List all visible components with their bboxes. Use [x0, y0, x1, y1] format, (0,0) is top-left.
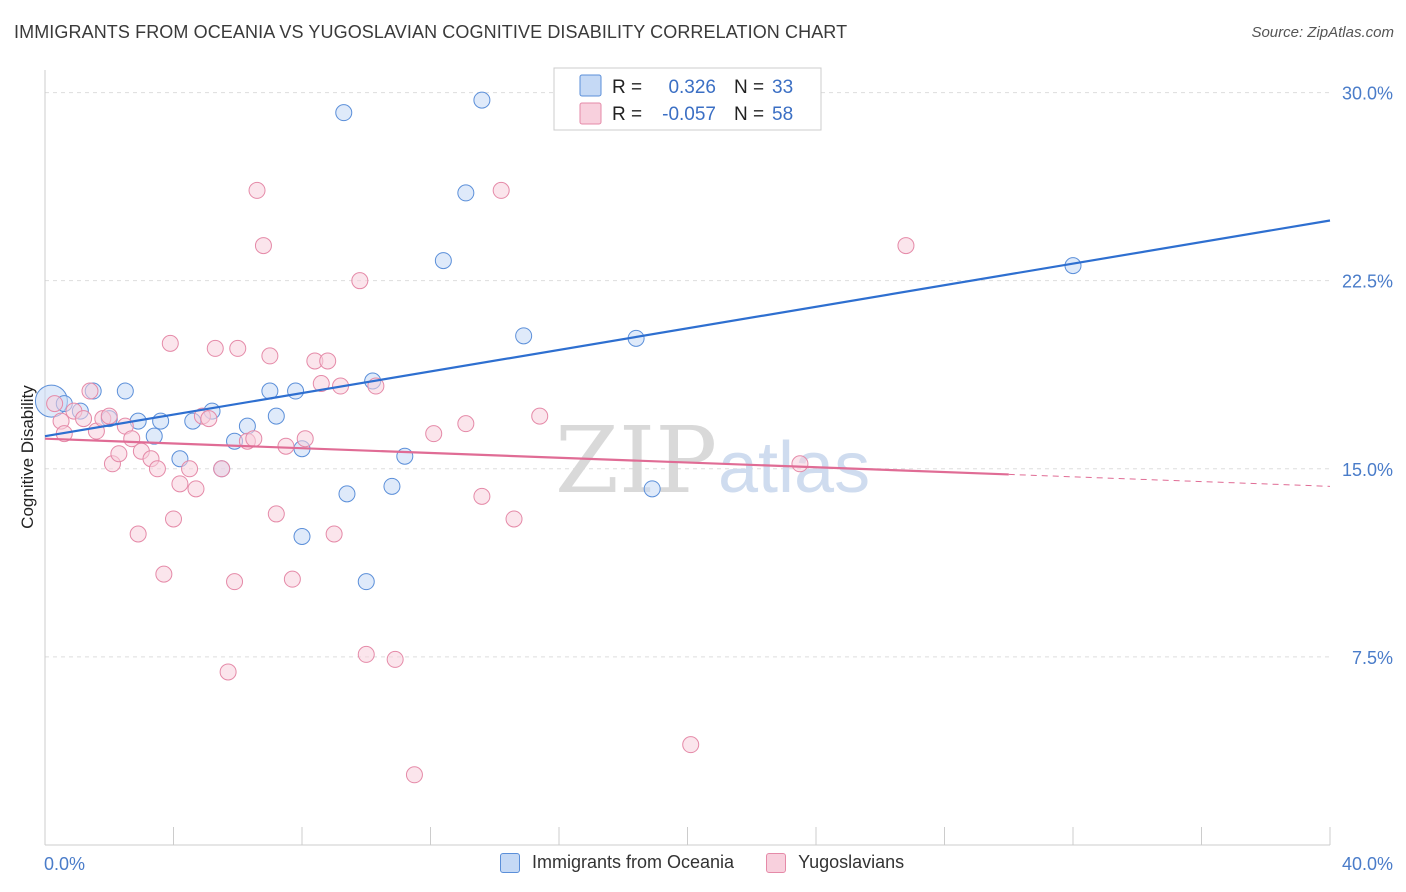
point-yugoslavian: [682, 736, 700, 754]
axes: [44, 70, 1331, 846]
point-oceania: [434, 252, 452, 270]
point-yugoslavian: [261, 347, 279, 365]
point-yugoslavian: [171, 475, 189, 493]
point-oceania: [457, 184, 475, 202]
stats-r-value-2: -0.057: [662, 104, 716, 125]
point-oceania: [287, 382, 305, 400]
series-legend: Immigrants from Oceania Yugoslavians: [500, 852, 924, 873]
point-oceania: [515, 327, 533, 345]
point-yugoslavian: [219, 663, 237, 681]
point-yugoslavian: [312, 375, 330, 393]
point-oceania: [335, 104, 353, 122]
point-yugoslavian: [386, 650, 404, 668]
point-yugoslavian: [148, 460, 166, 478]
point-oceania: [383, 477, 401, 495]
stats-r-label-1: R =: [612, 77, 642, 98]
trend-line-dashed-1: [1008, 473, 1331, 487]
y-axis-title: Cognitive Disability: [18, 385, 37, 529]
stats-n-label-1: N =: [734, 77, 764, 98]
stats-r-label-2: R =: [612, 104, 642, 125]
legend-label-yugoslavians: Yugoslavians: [798, 852, 905, 872]
point-yugoslavian: [897, 237, 915, 255]
point-yugoslavian: [296, 430, 314, 448]
point-yugoslavian: [110, 445, 128, 463]
point-yugoslavian: [165, 510, 182, 528]
point-oceania: [116, 382, 134, 400]
y-tick-label: 7.5%: [1352, 648, 1393, 668]
grid-lines: [45, 92, 1330, 658]
chart-source: Source: ZipAtlas.com: [1251, 24, 1394, 41]
legend-item-yugoslavians: Yugoslavians: [766, 852, 904, 873]
stats-n-value-2: 58: [772, 104, 793, 125]
point-yugoslavian: [206, 339, 224, 357]
watermark: ZIP atlas: [555, 407, 870, 514]
point-yugoslavian: [473, 487, 491, 505]
stats-legend: R = 0.326 N = 33 R = -0.057 N = 58: [553, 67, 822, 131]
legend-swatch-oceania: [500, 852, 520, 873]
stats-n-label-2: N =: [734, 104, 764, 125]
point-yugoslavian: [100, 407, 118, 425]
point-yugoslavian: [187, 480, 205, 498]
point-oceania: [293, 528, 311, 546]
point-yugoslavian: [425, 425, 443, 443]
point-yugoslavian: [155, 565, 173, 583]
stats-n-value-1: 33: [772, 77, 793, 98]
point-yugoslavian: [531, 407, 549, 425]
point-yugoslavian: [213, 460, 231, 478]
point-yugoslavian: [283, 570, 301, 588]
point-yugoslavian: [229, 339, 247, 357]
chart-title: IMMIGRANTS FROM OCEANIA VS YUGOSLAVIAN C…: [14, 22, 848, 42]
legend-label-oceania: Immigrants from Oceania: [532, 852, 735, 872]
point-yugoslavian: [254, 237, 272, 255]
point-yugoslavian: [245, 430, 263, 448]
point-yugoslavian: [325, 525, 343, 543]
stats-swatch-blue: [579, 74, 602, 97]
trend-line-1: [44, 437, 1009, 476]
point-yugoslavian: [161, 334, 179, 352]
point-oceania: [145, 427, 163, 445]
point-oceania: [267, 407, 285, 425]
point-yugoslavian: [129, 525, 147, 543]
legend-item-oceania: Immigrants from Oceania: [500, 852, 734, 873]
data-points: [34, 91, 1082, 784]
x-tick-label-max: 40.0%: [1342, 854, 1393, 874]
y-tick-label: 22.5%: [1342, 272, 1393, 292]
point-yugoslavian: [277, 437, 295, 455]
point-yugoslavian: [357, 645, 375, 663]
point-yugoslavian: [226, 573, 244, 591]
point-oceania: [338, 485, 356, 503]
point-yugoslavian: [81, 382, 99, 400]
point-oceania: [473, 91, 491, 109]
point-yugoslavian: [791, 455, 809, 473]
x-tick-label-min: 0.0%: [44, 854, 85, 874]
point-yugoslavian: [181, 460, 199, 478]
y-tick-label: 15.0%: [1342, 460, 1393, 480]
point-yugoslavian: [505, 510, 523, 528]
point-yugoslavian: [248, 181, 266, 199]
point-oceania: [396, 447, 414, 465]
y-tick-label: 30.0%: [1342, 84, 1393, 104]
legend-swatch-yugoslavians: [766, 852, 787, 873]
stats-r-value-1: 0.326: [668, 77, 716, 98]
tick-labels: 7.5% 15.0% 22.5% 30.0% 0.0% 40.0%: [44, 84, 1393, 874]
stats-swatch-pink: [579, 102, 602, 125]
point-yugoslavian: [267, 505, 285, 523]
trend-lines: [44, 219, 1331, 487]
point-oceania: [357, 573, 375, 591]
point-yugoslavian: [46, 395, 64, 413]
point-yugoslavian: [492, 181, 510, 199]
point-yugoslavian: [351, 272, 369, 290]
point-oceania: [643, 480, 661, 498]
point-yugoslavian: [75, 410, 93, 428]
trend-line-0: [44, 219, 1331, 438]
point-yugoslavian: [457, 415, 475, 433]
point-yugoslavian: [319, 352, 337, 370]
point-yugoslavian: [405, 766, 423, 784]
point-yugoslavian: [200, 410, 218, 428]
